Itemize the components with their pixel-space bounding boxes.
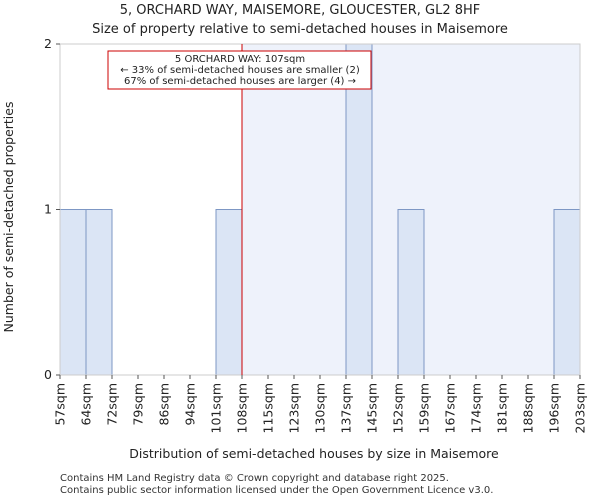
annotation-line-2: ← 33% of semi-detached houses are smalle… xyxy=(120,65,360,76)
x-tick-label: 94sqm xyxy=(183,383,198,426)
y-ticks: 0 1 2 xyxy=(44,36,60,382)
x-tick-label: 86sqm xyxy=(157,383,172,426)
x-tick-label: 167sqm xyxy=(443,383,458,433)
x-tick-label: 130sqm xyxy=(313,383,328,433)
x-tick-label: 174sqm xyxy=(469,383,484,433)
x-tick-label: 188sqm xyxy=(521,383,536,433)
y-tick-label: 1 xyxy=(44,202,52,217)
footer-line-2: Contains public sector information licen… xyxy=(60,485,493,496)
bar-137sqm xyxy=(345,43,373,376)
y-tick-label: 2 xyxy=(44,36,52,51)
annotation-box xyxy=(107,50,372,90)
y-axis-label: Number of semi-detached properties xyxy=(1,102,16,333)
bar-152sqm xyxy=(397,209,425,376)
x-tick-label: 181sqm xyxy=(495,383,510,433)
annotation-line-1: 5 ORCHARD WAY: 107sqm xyxy=(175,54,305,65)
x-tick-label: 152sqm xyxy=(391,383,406,433)
chart-subtitle: Size of property relative to semi-detach… xyxy=(92,22,508,37)
x-tick-label: 203sqm xyxy=(573,383,588,433)
chart-title: 5, ORCHARD WAY, MAISEMORE, GLOUCESTER, G… xyxy=(120,3,481,18)
bar-57sqm xyxy=(59,209,87,376)
x-tick-label: 159sqm xyxy=(417,383,432,433)
annotation: 5 ORCHARD WAY: 107sqm ← 33% of semi-deta… xyxy=(107,50,372,90)
x-tick-label: 123sqm xyxy=(287,383,302,433)
bars-group xyxy=(59,43,581,376)
annotation-line-3: 67% of semi-detached houses are larger (… xyxy=(124,76,356,87)
x-tick-label: 196sqm xyxy=(547,383,562,433)
x-tick-label: 145sqm xyxy=(365,383,380,433)
y-tick-label: 0 xyxy=(44,367,52,382)
x-tick-label: 72sqm xyxy=(105,383,120,426)
bar-64sqm xyxy=(85,209,113,376)
x-tick-label: 115sqm xyxy=(261,383,276,433)
x-tick-label: 79sqm xyxy=(131,383,146,426)
x-tick-label: 64sqm xyxy=(79,383,94,426)
x-tick-label: 137sqm xyxy=(339,383,354,433)
x-tick-label: 57sqm xyxy=(53,383,68,426)
x-ticks: 57sqm 64sqm 72sqm 79sqm 86sqm 94sqm 101sqm 108s… xyxy=(53,375,588,433)
x-axis-label: Distribution of semi-detached houses by … xyxy=(129,446,499,461)
bar-101sqm xyxy=(215,209,243,376)
x-tick-label: 101sqm xyxy=(209,383,224,433)
bar-196sqm xyxy=(553,209,581,376)
footer-line-1: Contains HM Land Registry data © Crown c… xyxy=(60,473,449,484)
x-tick-label: 108sqm xyxy=(235,383,250,433)
